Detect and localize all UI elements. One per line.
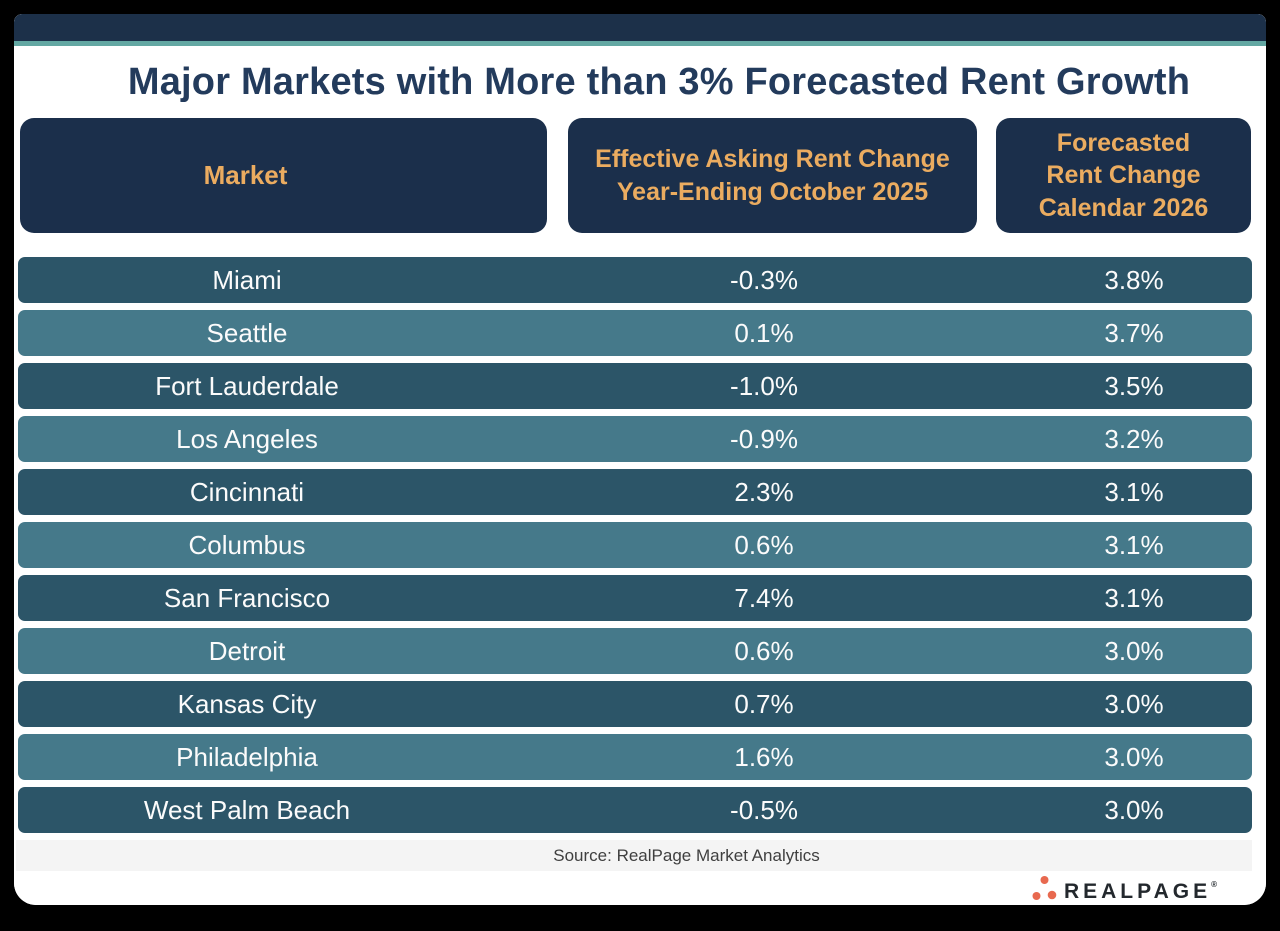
forecast-cell: 3.0% bbox=[1104, 689, 1164, 719]
rent-change-cell: 0.6% bbox=[734, 636, 794, 666]
source-text: Source: RealPage Market Analytics bbox=[553, 845, 820, 865]
rent-change-cell: -1.0% bbox=[730, 371, 798, 401]
table-row: Seattle 0.1% 3.7% bbox=[18, 310, 1252, 356]
rent-change-cell: 2.3% bbox=[734, 477, 794, 507]
page-title: Major Markets with More than 3% Forecast… bbox=[127, 60, 1191, 103]
market-cell: Fort Lauderdale bbox=[155, 371, 339, 401]
forecast-cell: 3.5% bbox=[1104, 371, 1164, 401]
rent-change-cell: 0.7% bbox=[734, 689, 794, 719]
market-cell: Philadelphia bbox=[176, 742, 318, 772]
table-row: Kansas City 0.7% 3.0% bbox=[18, 681, 1252, 727]
table-header: Market Effective Asking Rent Change Year… bbox=[14, 118, 1266, 233]
market-cell: Los Angeles bbox=[176, 424, 318, 454]
realpage-dots-icon bbox=[1032, 875, 1057, 902]
market-cell: San Francisco bbox=[163, 583, 331, 613]
table-row: Cincinnati 2.3% 3.1% bbox=[18, 469, 1252, 515]
market-cell: Seattle bbox=[206, 318, 288, 348]
forecast-cell: 3.0% bbox=[1104, 795, 1164, 825]
table-row: San Francisco 7.4% 3.1% bbox=[18, 575, 1252, 621]
top-navy-bar bbox=[14, 14, 1266, 41]
table-row: Fort Lauderdale -1.0% 3.5% bbox=[18, 363, 1252, 409]
column-header-market: Market bbox=[20, 118, 547, 233]
table-row: West Palm Beach -0.5% 3.0% bbox=[18, 787, 1252, 833]
rent-change-cell: -0.9% bbox=[730, 424, 798, 454]
market-cell: West Palm Beach bbox=[143, 795, 351, 825]
rent-change-cell: -0.5% bbox=[730, 795, 798, 825]
teal-accent-line bbox=[14, 41, 1266, 46]
table-row: Detroit 0.6% 3.0% bbox=[18, 628, 1252, 674]
forecast-cell: 3.7% bbox=[1104, 318, 1164, 348]
forecast-cell: 3.1% bbox=[1104, 583, 1164, 613]
column-header-forecasted-rent-change: Forecasted Rent Change Calendar 2026 bbox=[996, 118, 1251, 233]
table-row: Miami -0.3% 3.8% bbox=[18, 257, 1252, 303]
forecast-cell: 3.2% bbox=[1104, 424, 1164, 454]
market-cell: Miami bbox=[212, 265, 282, 295]
logo-row: REALPAGE® bbox=[14, 871, 1266, 905]
registered-trademark-icon: ® bbox=[1211, 879, 1217, 889]
rent-change-cell: -0.3% bbox=[730, 265, 798, 295]
realpage-logo-text: REALPAGE® bbox=[1063, 879, 1217, 903]
rent-change-cell: 0.6% bbox=[734, 530, 794, 560]
table-row: Los Angeles -0.9% 3.2% bbox=[18, 416, 1252, 462]
realpage-logo: REALPAGE® bbox=[1032, 875, 1217, 902]
market-cell: Detroit bbox=[208, 636, 286, 666]
table-row: Philadelphia 1.6% 3.0% bbox=[18, 734, 1252, 780]
forecast-cell: 3.0% bbox=[1104, 742, 1164, 772]
source-bar: Source: RealPage Market Analytics bbox=[16, 840, 1252, 871]
rent-change-cell: 1.6% bbox=[734, 742, 794, 772]
forecast-cell: 3.1% bbox=[1104, 530, 1164, 560]
rent-change-cell: 0.1% bbox=[734, 318, 794, 348]
market-cell: Kansas City bbox=[177, 689, 317, 719]
market-cell: Cincinnati bbox=[189, 477, 305, 507]
forecast-cell: 3.1% bbox=[1104, 477, 1164, 507]
market-cell: Columbus bbox=[188, 530, 306, 560]
table-row: Columbus 0.6% 3.1% bbox=[18, 522, 1252, 568]
infographic-card: Major Markets with More than 3% Forecast… bbox=[14, 14, 1266, 905]
forecast-cell: 3.0% bbox=[1104, 636, 1164, 666]
rent-change-cell: 7.4% bbox=[734, 583, 794, 613]
table-body: Miami -0.3% 3.8% Seattle 0.1% 3.7% Fort … bbox=[18, 257, 1252, 833]
forecast-cell: 3.8% bbox=[1104, 265, 1164, 295]
column-header-asking-rent-change: Effective Asking Rent Change Year-Ending… bbox=[568, 118, 977, 233]
